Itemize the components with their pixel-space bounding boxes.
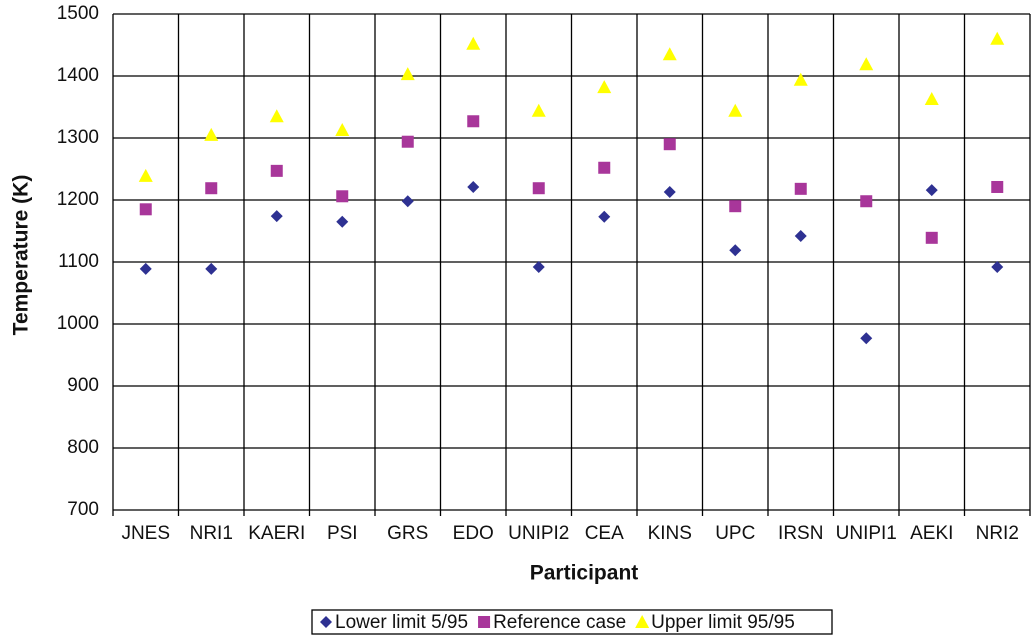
point (859, 57, 874, 71)
legend-marker (478, 616, 491, 628)
point (925, 184, 938, 197)
point (336, 215, 349, 228)
legend-label: Reference case (493, 612, 626, 633)
point (860, 195, 873, 208)
point (205, 182, 218, 195)
x-tick-label: AEKI (910, 523, 953, 544)
y-tick-label: 900 (67, 375, 99, 396)
point (204, 127, 219, 141)
x-axis-title: Participant (530, 562, 639, 585)
point (138, 168, 153, 182)
point (269, 109, 284, 123)
x-tick-label: NRI2 (976, 523, 1019, 544)
point (336, 190, 349, 203)
x-tick-label: UNIPI1 (836, 523, 897, 544)
legend-marker (320, 616, 332, 628)
point (597, 80, 612, 94)
legend-label: Lower limit 5/95 (335, 612, 468, 633)
x-tick-label: UNIPI2 (508, 523, 569, 544)
point (401, 195, 414, 208)
point (270, 164, 283, 177)
x-tick-label: EDO (453, 523, 494, 544)
x-tick-label: JNES (121, 523, 170, 544)
x-tick-label: CEA (585, 523, 624, 544)
point (531, 103, 546, 117)
point (466, 36, 481, 50)
y-tick-label: 1400 (57, 65, 99, 86)
point (794, 229, 807, 242)
y-tick-label: 1300 (57, 127, 99, 148)
point (270, 210, 283, 223)
point (663, 138, 676, 151)
point (598, 210, 611, 223)
point (729, 244, 742, 257)
x-tick-label: KAERI (248, 523, 305, 544)
y-tick-label: 1200 (57, 189, 99, 210)
point (532, 182, 545, 195)
x-tick-label: UPC (715, 523, 755, 544)
point (139, 203, 152, 216)
point (467, 115, 480, 128)
x-tick-label: NRI1 (190, 523, 233, 544)
point (924, 91, 939, 105)
y-tick-label: 1100 (58, 251, 99, 272)
point (663, 185, 676, 198)
y-axis-title: Temperature (K) (10, 175, 33, 336)
point (467, 180, 480, 193)
point (139, 262, 152, 275)
y-tick-label: 700 (67, 499, 99, 520)
point (205, 262, 218, 275)
y-tick-label: 1500 (57, 3, 99, 24)
point (990, 31, 1005, 45)
point (662, 47, 677, 61)
point (598, 161, 611, 174)
point (860, 332, 873, 345)
legend-label: Upper limit 95/95 (651, 612, 795, 633)
point (991, 260, 1004, 273)
point (401, 135, 414, 148)
point (925, 231, 938, 244)
x-tick-label: IRSN (778, 523, 823, 544)
x-tick-label: PSI (327, 523, 358, 544)
point (991, 180, 1004, 193)
legend-box (311, 609, 833, 635)
legend-marker (635, 615, 650, 628)
point (794, 182, 807, 195)
point (793, 72, 808, 86)
x-tick-label: GRS (387, 523, 428, 544)
y-tick-label: 1000 (57, 313, 99, 334)
point (400, 67, 415, 81)
point (532, 260, 545, 273)
x-tick-label: KINS (648, 523, 692, 544)
point (729, 200, 742, 213)
y-tick-label: 800 (67, 437, 99, 458)
point (335, 122, 350, 136)
point (728, 103, 743, 117)
